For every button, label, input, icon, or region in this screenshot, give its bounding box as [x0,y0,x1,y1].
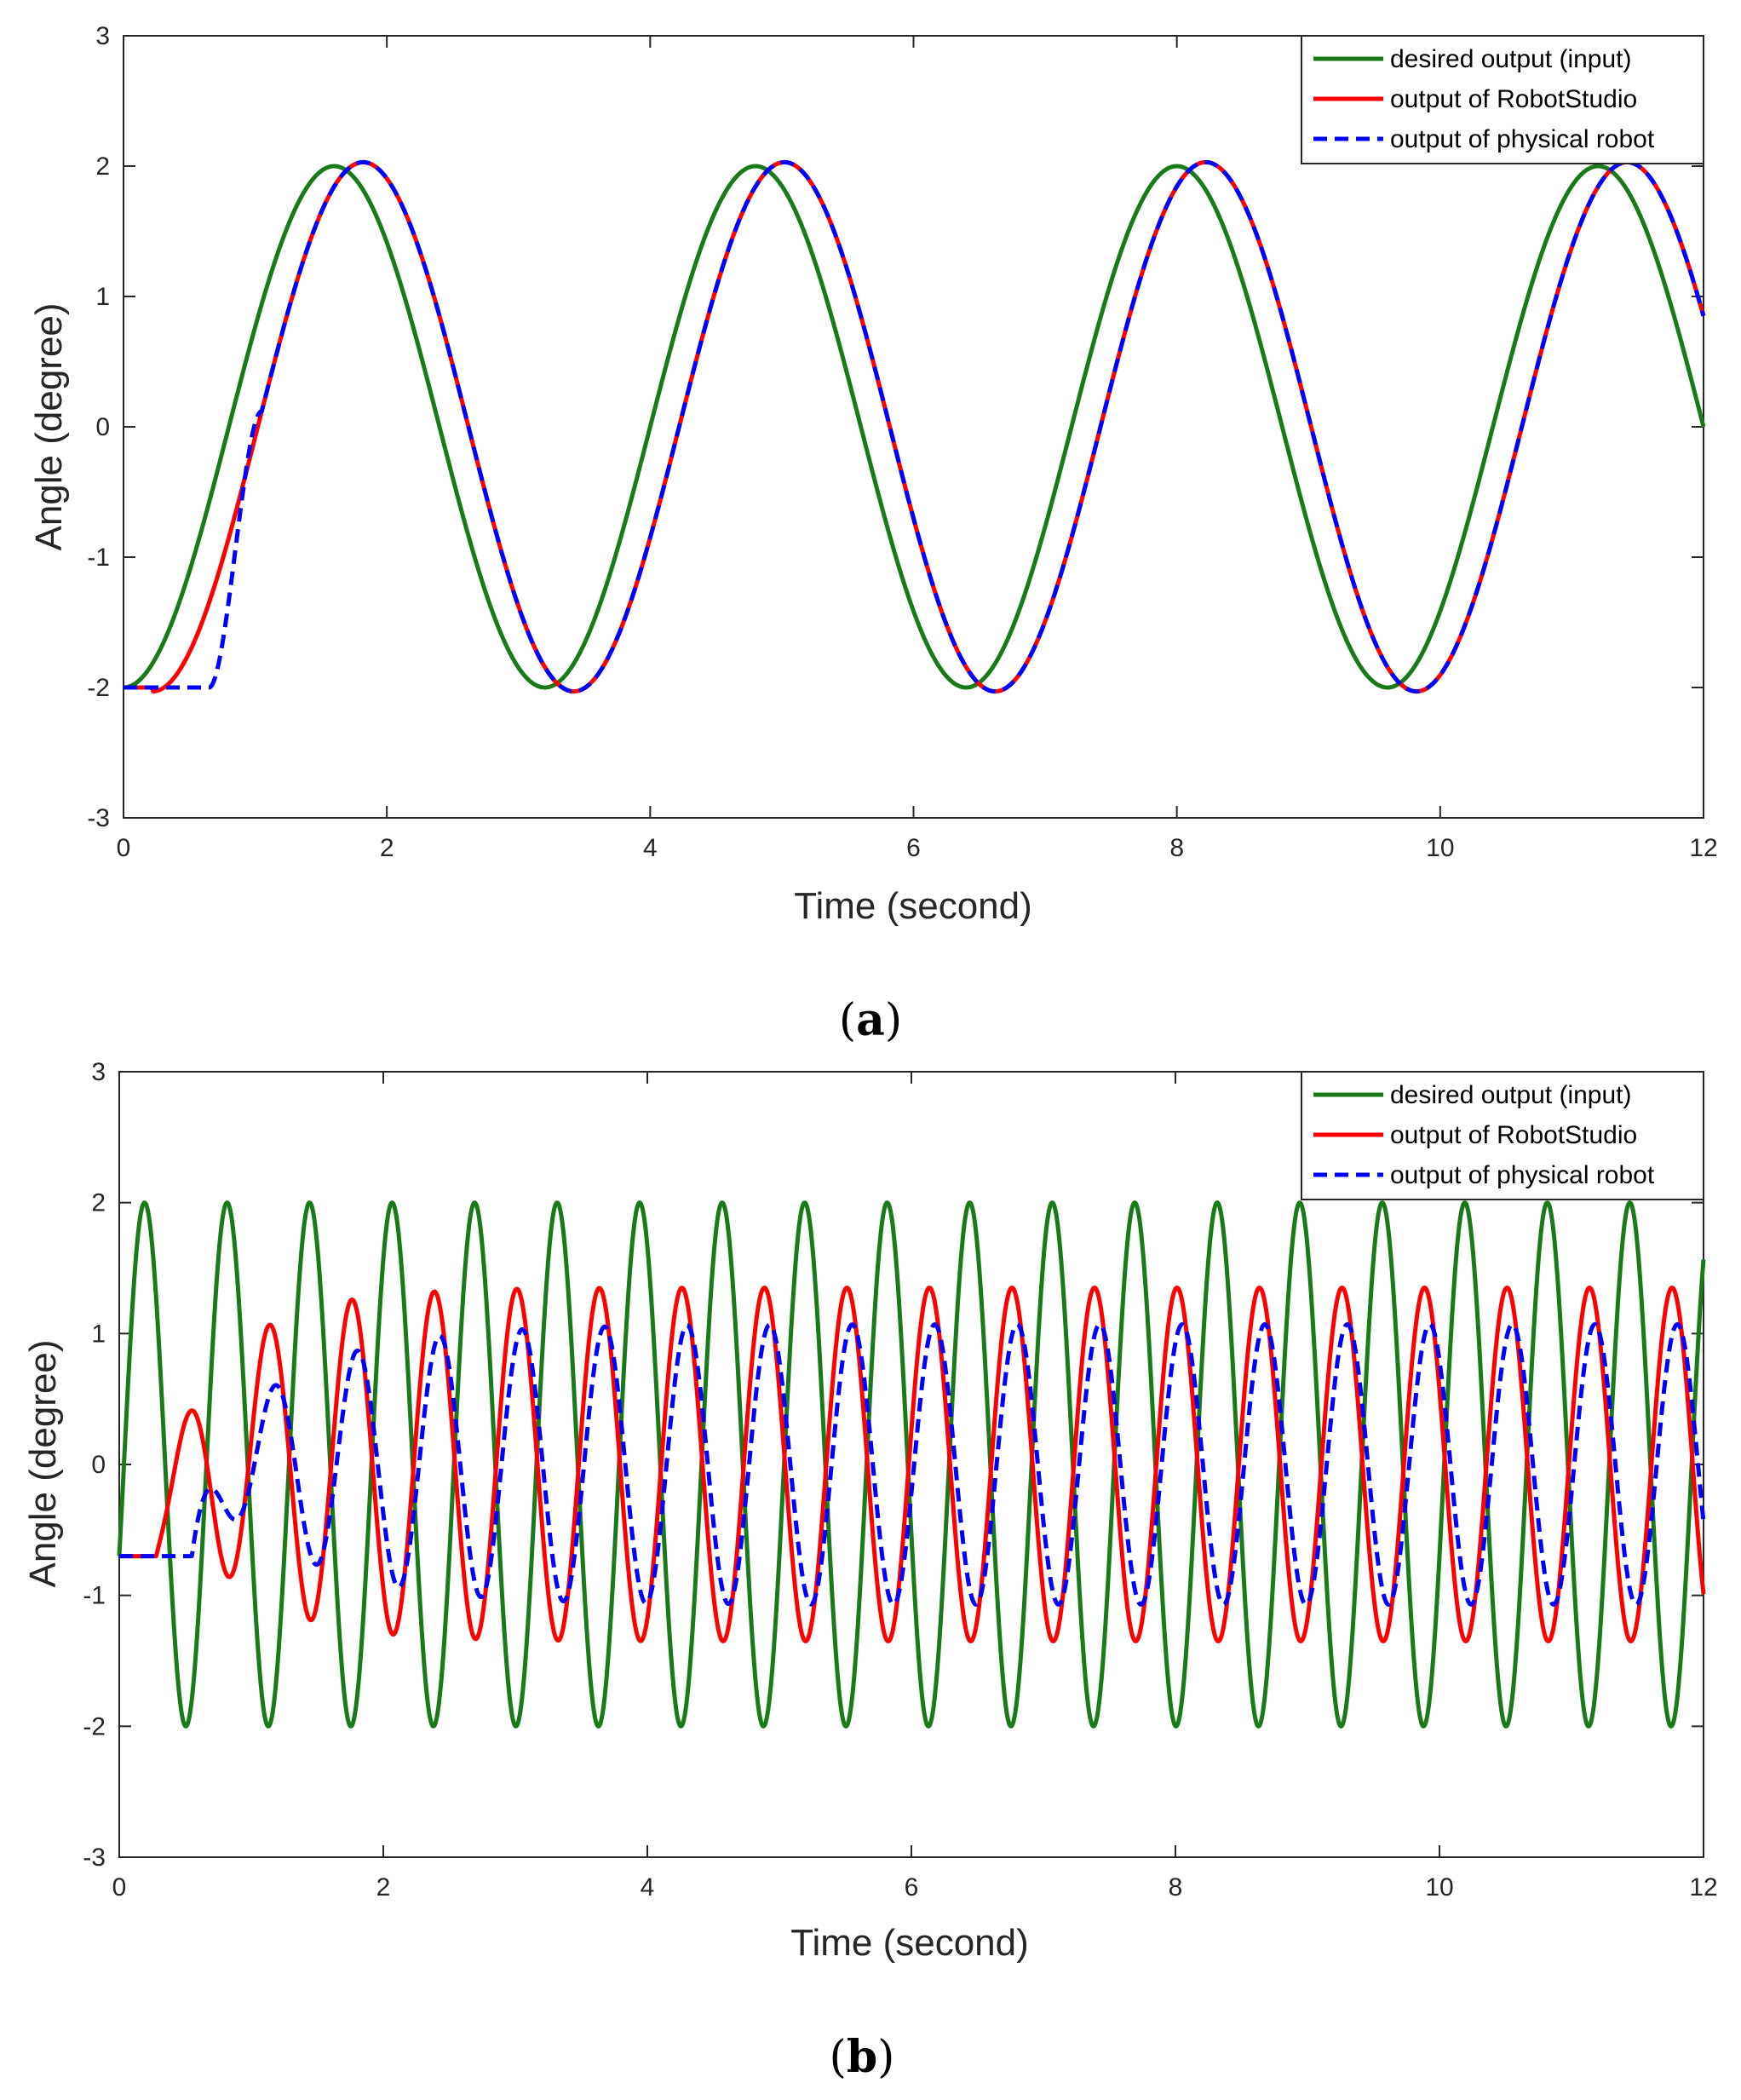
y-tick-label: 0 [91,1451,106,1479]
x-tick-label: 12 [1689,834,1717,862]
legend-label: output of RobotStudio [1390,85,1637,113]
series-line-desired-output-input [122,164,1706,690]
series-line-output-of-physical-robot [122,159,1706,694]
panel-letter-b: b [847,2031,877,2083]
y-tick-label: 1 [91,1320,106,1348]
series-line-desired-output-input [117,1200,1706,1729]
legend-label: desired output (input) [1390,45,1632,73]
plot-area-a [123,35,1704,819]
y-tick-label: 2 [91,1189,106,1217]
plot-area-b [118,1071,1704,1858]
x-axis-label-a: Time (second) [794,885,1032,927]
x-tick-label: 2 [376,1873,391,1902]
y-tick-label: 3 [91,1058,106,1086]
y-tick-label: -2 [83,1712,106,1740]
series-line-output-of-robotstudio [117,1286,1706,1643]
series-group-b [117,1200,1706,1729]
x-tick-label: 8 [1169,1873,1183,1902]
y-tick-label: 0 [95,413,110,441]
series-line-output-of-physical-robot [117,1322,1706,1607]
x-tick-label: 0 [117,834,131,862]
x-tick-label: 2 [380,834,394,862]
panel-label-a: (a) [839,994,902,1046]
y-tick-label: 3 [95,22,110,50]
y-tick-label: -2 [87,674,110,702]
x-tick-label: 10 [1426,834,1454,862]
x-axis-label-b: Time (second) [790,1922,1029,1964]
x-tick-label: 12 [1689,1873,1717,1902]
x-tick-label: 6 [906,834,921,862]
x-tick-label: 8 [1169,834,1184,862]
x-tick-label: 4 [643,834,658,862]
x-tick-label: 6 [905,1873,919,1902]
y-tick-label: 2 [95,152,110,181]
y-tick-label: 1 [95,283,110,311]
legend-label: output of physical robot [1390,125,1655,153]
x-tick-label: 4 [641,1873,655,1902]
y-tick-label: -1 [87,544,110,572]
y-tick-label: -3 [87,804,110,832]
y-axis-label-b: Angle (degree) [22,1339,64,1587]
x-tick-label: 0 [112,1873,127,1902]
panel-label-b: (b) [830,2031,895,2083]
y-tick-label: -3 [83,1844,106,1872]
panel-letter-a: a [856,994,885,1046]
legend-label: desired output (input) [1390,1081,1632,1109]
legend-a: desired output (input) output of RobotStu… [1301,35,1704,164]
series-group-a [122,159,1706,694]
x-tick-label: 10 [1425,1873,1453,1902]
legend-label: output of RobotStudio [1390,1121,1637,1149]
legend-label: output of physical robot [1390,1161,1655,1189]
y-tick-label: -1 [83,1582,106,1610]
legend-b: desired output (input) output of RobotStu… [1301,1071,1704,1200]
y-axis-label-a: Angle (degree) [28,302,70,550]
